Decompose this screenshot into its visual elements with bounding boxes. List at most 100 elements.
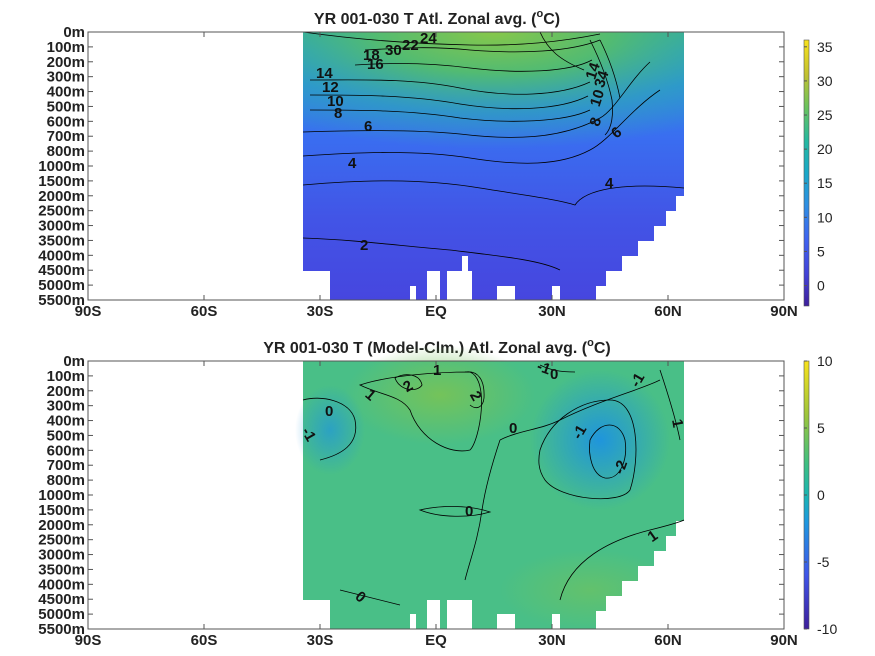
y-tick-label: 5000m bbox=[38, 277, 85, 294]
colorbar-tick-label: 5 bbox=[817, 243, 825, 259]
panel-1-contours bbox=[302, 31, 685, 271]
contour-label: 0 bbox=[325, 403, 333, 420]
colorbar-tick-label: 35 bbox=[817, 39, 833, 55]
contour-label: -1 bbox=[535, 358, 553, 379]
y-tick-label: 4000m bbox=[38, 247, 85, 264]
y-tick-label: 3000m bbox=[38, 218, 85, 235]
y-tick-label: 2500m bbox=[38, 532, 85, 549]
contour-label: 14 bbox=[583, 60, 605, 82]
y-tick-label: 100m bbox=[47, 368, 85, 385]
contour-label: 8 bbox=[334, 105, 342, 122]
panel-1-y-axis: 0m100m200m300m400m500m600m700m800m1000m1… bbox=[38, 24, 784, 309]
y-tick-label: 1000m bbox=[38, 487, 85, 504]
y-tick-label: 3000m bbox=[38, 547, 85, 564]
panel-2-colorbar-ticks: 10 5 0 -5 -10 bbox=[804, 353, 837, 637]
contour-label: 0 bbox=[465, 503, 473, 520]
panel-2-y-axis: 0m100m200m300m400m500m600m700m800m1000m1… bbox=[38, 353, 784, 638]
x-tick-label: 60S bbox=[191, 632, 218, 649]
y-tick-label: 2000m bbox=[38, 517, 85, 534]
y-tick-label: 700m bbox=[47, 457, 85, 474]
y-tick-label: 200m bbox=[47, 54, 85, 71]
x-tick-label: 30S bbox=[307, 303, 334, 320]
colorbar-tick-label: 30 bbox=[817, 73, 833, 89]
x-tick-label: 90S bbox=[75, 303, 102, 320]
y-tick-label: 3500m bbox=[38, 561, 85, 578]
contour-label: 10 bbox=[587, 88, 608, 109]
y-tick-label: 1500m bbox=[38, 502, 85, 519]
contour-label: 6 bbox=[364, 118, 372, 135]
y-tick-label: 5500m bbox=[38, 621, 85, 638]
y-tick-label: 300m bbox=[47, 398, 85, 415]
contour-label: 4 bbox=[605, 175, 614, 192]
colorbar-tick-label: 10 bbox=[817, 353, 833, 369]
contour-label: 14 bbox=[316, 65, 333, 82]
x-tick-label: 30N bbox=[538, 303, 566, 320]
y-tick-label: 800m bbox=[47, 472, 85, 489]
contour-label: 34 bbox=[591, 68, 613, 90]
y-tick-label: 4000m bbox=[38, 576, 85, 593]
contour-label: 0 bbox=[550, 366, 558, 383]
y-tick-label: 0m bbox=[63, 24, 85, 41]
y-tick-label: 2000m bbox=[38, 188, 85, 205]
x-tick-label: 60S bbox=[191, 303, 218, 320]
colorbar-tick-label: 20 bbox=[817, 141, 833, 157]
panel-1-x-axis: 90S 60S 30S EQ 30N 60N 90N bbox=[75, 32, 798, 320]
contour-label: 18 bbox=[363, 47, 380, 64]
contour-label: 0 bbox=[509, 420, 517, 437]
y-tick-label: 1000m bbox=[38, 158, 85, 175]
y-tick-label: 2500m bbox=[38, 203, 85, 220]
y-tick-label: 4500m bbox=[38, 262, 85, 279]
panel-2: YR 001-030 T (Model-Clm.) Atl. Zonal avg… bbox=[38, 337, 837, 649]
contour-label: 2 bbox=[360, 237, 368, 254]
y-tick-label: 200m bbox=[47, 383, 85, 400]
colorbar-tick-label: 25 bbox=[817, 107, 833, 123]
y-tick-label: 400m bbox=[47, 84, 85, 101]
x-tick-label: 60N bbox=[654, 632, 682, 649]
x-tick-label: EQ bbox=[425, 632, 447, 649]
panel-2-field bbox=[295, 345, 784, 630]
y-tick-label: 100m bbox=[47, 39, 85, 56]
colorbar-tick-label: 10 bbox=[817, 209, 833, 225]
y-tick-label: 4500m bbox=[38, 591, 85, 608]
panel-1-colorbar-ticks: 35 30 25 20 15 10 5 0 bbox=[804, 39, 833, 294]
x-tick-label: 60N bbox=[654, 303, 682, 320]
x-tick-label: 90N bbox=[770, 303, 798, 320]
x-tick-label: 30S bbox=[307, 632, 334, 649]
panel-2-contours bbox=[302, 364, 685, 606]
x-tick-label: 90S bbox=[75, 632, 102, 649]
y-tick-label: 400m bbox=[47, 413, 85, 430]
y-tick-label: 1500m bbox=[38, 173, 85, 190]
colorbar-tick-label: 0 bbox=[817, 487, 825, 503]
y-tick-label: 5500m bbox=[38, 292, 85, 309]
y-tick-label: 800m bbox=[47, 143, 85, 160]
x-tick-label: EQ bbox=[425, 303, 447, 320]
y-tick-label: 500m bbox=[47, 98, 85, 115]
y-tick-label: 600m bbox=[47, 442, 85, 459]
y-tick-label: 3500m bbox=[38, 232, 85, 249]
colorbar-tick-label: 5 bbox=[817, 420, 825, 436]
y-tick-label: 600m bbox=[47, 113, 85, 130]
y-tick-label: 500m bbox=[47, 427, 85, 444]
contour-label: 24 bbox=[420, 30, 437, 47]
y-tick-label: 0m bbox=[63, 353, 85, 370]
x-tick-label: 30N bbox=[538, 632, 566, 649]
x-tick-label: 90N bbox=[770, 632, 798, 649]
colorbar-tick-label: -10 bbox=[817, 621, 837, 637]
y-tick-label: 300m bbox=[47, 69, 85, 86]
y-tick-label: 5000m bbox=[38, 606, 85, 623]
contour-label: 30 bbox=[385, 42, 402, 59]
panel-1-contour-labels: 30 24 22 18 16 14 12 10 8 6 4 2 14 34 10… bbox=[316, 30, 625, 254]
colorbar-tick-label: 0 bbox=[817, 278, 825, 294]
contour-label: 12 bbox=[322, 79, 339, 96]
panel-1-colorbar bbox=[803, 39, 810, 307]
y-tick-label: 700m bbox=[47, 128, 85, 145]
contour-label: 1 bbox=[668, 418, 686, 429]
contour-label: -2 bbox=[611, 458, 632, 476]
colorbar-tick-label: -5 bbox=[817, 554, 830, 570]
contour-label: 1 bbox=[433, 362, 441, 379]
panel-1: YR 001-030 T Atl. Zonal avg. (oC) bbox=[38, 8, 833, 320]
panel-1-title: YR 001-030 T Atl. Zonal avg. (oC) bbox=[314, 8, 560, 28]
contour-label: 4 bbox=[348, 155, 357, 172]
contour-label: 10 bbox=[327, 93, 344, 110]
